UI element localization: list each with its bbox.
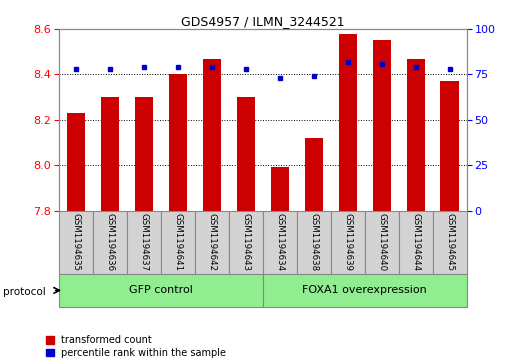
Text: GSM1194637: GSM1194637 [140,213,148,272]
Legend: transformed count, percentile rank within the sample: transformed count, percentile rank withi… [46,335,226,358]
FancyBboxPatch shape [59,211,93,274]
Title: GDS4957 / ILMN_3244521: GDS4957 / ILMN_3244521 [181,15,345,28]
Text: GSM1194635: GSM1194635 [71,213,81,272]
Text: GSM1194643: GSM1194643 [242,213,250,272]
FancyBboxPatch shape [93,211,127,274]
FancyBboxPatch shape [365,211,399,274]
FancyBboxPatch shape [297,211,331,274]
Text: FOXA1 overexpression: FOXA1 overexpression [303,285,427,295]
Bar [236,97,255,211]
Bar [101,97,120,211]
Text: GSM1194636: GSM1194636 [106,213,114,272]
Text: GFP control: GFP control [129,285,193,295]
Bar [67,113,85,211]
Text: GSM1194638: GSM1194638 [309,213,319,272]
Bar [270,167,289,211]
FancyBboxPatch shape [59,274,263,307]
Text: protocol: protocol [3,287,45,297]
Bar [441,81,459,211]
FancyBboxPatch shape [127,211,161,274]
Text: GSM1194640: GSM1194640 [378,213,386,272]
Text: GSM1194644: GSM1194644 [411,213,420,272]
Bar [372,40,391,211]
FancyBboxPatch shape [433,211,467,274]
Text: GSM1194641: GSM1194641 [173,213,183,272]
FancyBboxPatch shape [399,211,433,274]
FancyBboxPatch shape [331,211,365,274]
Bar [169,74,187,211]
Bar [203,58,221,211]
FancyBboxPatch shape [195,211,229,274]
Text: GSM1194634: GSM1194634 [275,213,284,272]
Text: GSM1194639: GSM1194639 [343,213,352,271]
FancyBboxPatch shape [161,211,195,274]
Text: GSM1194642: GSM1194642 [207,213,216,272]
Bar [305,138,323,211]
Bar [406,58,425,211]
FancyBboxPatch shape [229,211,263,274]
Text: GSM1194645: GSM1194645 [445,213,455,272]
Bar [134,97,153,211]
Bar [339,33,357,211]
FancyBboxPatch shape [263,274,467,307]
FancyBboxPatch shape [263,211,297,274]
